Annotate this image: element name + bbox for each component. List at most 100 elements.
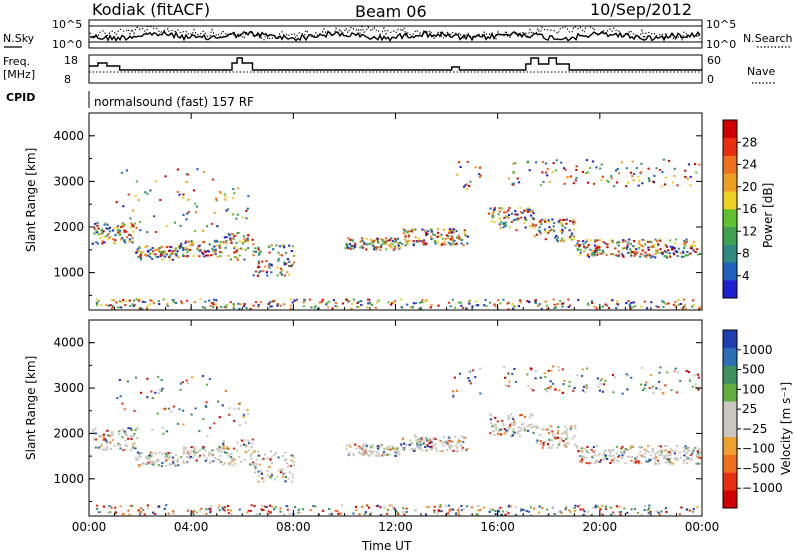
range-cell <box>104 222 107 225</box>
colorbar-tick-label: −100 <box>742 442 775 456</box>
range-cell <box>103 448 106 451</box>
range-cell <box>616 241 619 244</box>
range-cell <box>377 454 380 457</box>
range-cell <box>123 229 126 232</box>
range-cell <box>491 424 494 427</box>
range-cell <box>638 179 641 182</box>
range-cell <box>572 221 575 223</box>
range-cell <box>287 505 290 508</box>
range-cell <box>539 219 542 222</box>
range-cell <box>563 182 566 185</box>
range-cell <box>644 251 647 254</box>
range-cell <box>610 449 613 452</box>
range-cell <box>664 506 668 509</box>
range-cell <box>541 218 544 221</box>
range-cell <box>178 193 181 196</box>
range-cell <box>648 180 651 183</box>
range-cell <box>579 251 582 254</box>
noise-right-tick-bottom: 10^0 <box>706 38 736 51</box>
range-cell <box>641 245 644 248</box>
range-cell <box>437 304 440 307</box>
range-cell <box>499 506 502 509</box>
range-cell <box>430 230 433 233</box>
range-cell <box>451 508 455 511</box>
range-cell <box>543 372 546 375</box>
range-cell <box>599 382 602 385</box>
range-cell <box>252 451 255 454</box>
range-cell <box>568 229 571 232</box>
range-cell <box>386 508 389 511</box>
range-cell <box>292 455 295 458</box>
range-cell <box>145 462 148 465</box>
colorbar-tick-label: 12 <box>742 224 757 238</box>
range-cell <box>286 271 289 274</box>
range-cell <box>687 163 691 166</box>
range-cell <box>479 508 482 511</box>
range-cell <box>267 302 271 305</box>
range-cell <box>125 236 129 239</box>
range-cell <box>514 162 517 165</box>
range-cell <box>386 454 389 457</box>
range-cell <box>630 250 633 253</box>
range-cell <box>167 249 171 252</box>
range-cell <box>598 460 601 463</box>
range-cell <box>186 212 189 215</box>
range-cell <box>198 244 201 247</box>
range-cell <box>285 462 289 465</box>
range-cell <box>205 383 208 386</box>
range-cell <box>330 513 333 516</box>
range-cell <box>449 305 452 308</box>
range-cell <box>389 448 392 451</box>
range-cell <box>466 161 469 163</box>
range-cell <box>156 458 159 461</box>
range-cell <box>127 427 130 430</box>
range-cell <box>174 302 178 304</box>
range-cell <box>678 513 681 516</box>
range-cell <box>625 302 628 304</box>
range-cell <box>447 235 450 238</box>
colorbar-block <box>723 330 737 349</box>
range-cell <box>203 249 206 252</box>
range-cell <box>640 244 643 247</box>
range-cell <box>631 251 634 253</box>
range-cell <box>616 168 619 170</box>
range-cell <box>612 512 615 515</box>
range-cell <box>151 247 154 250</box>
range-cell <box>179 245 182 248</box>
range-cell <box>562 383 565 386</box>
range-cell <box>269 458 272 461</box>
range-cell <box>540 307 543 310</box>
range-cell <box>235 257 239 259</box>
range-cell <box>163 408 166 411</box>
range-cell <box>526 300 529 303</box>
range-cell <box>661 454 664 457</box>
range-cell <box>107 227 110 230</box>
range-cell <box>593 253 596 256</box>
range-cell <box>680 506 683 509</box>
range-cell <box>212 449 215 451</box>
range-cell <box>381 444 384 447</box>
range-cell <box>524 209 527 212</box>
range-cell <box>593 254 596 257</box>
range-cell <box>579 460 582 463</box>
range-cell <box>561 223 564 226</box>
range-cell <box>177 464 180 467</box>
velocity-y-label: Slant Range [km] <box>24 356 38 460</box>
range-cell <box>186 456 189 459</box>
range-cell <box>580 461 583 464</box>
range-cell <box>457 438 460 441</box>
range-cell <box>505 211 508 214</box>
range-cell <box>632 179 635 182</box>
range-cell <box>274 506 277 509</box>
range-cell <box>669 453 672 456</box>
range-cell <box>289 298 292 301</box>
range-cell <box>576 242 579 245</box>
range-cell <box>419 301 422 304</box>
range-cell <box>576 374 579 377</box>
range-cell <box>171 250 174 253</box>
range-cell <box>191 376 194 379</box>
range-cell <box>512 418 515 420</box>
range-cell <box>492 215 495 218</box>
range-cell <box>160 389 163 392</box>
range-cell <box>161 258 164 261</box>
